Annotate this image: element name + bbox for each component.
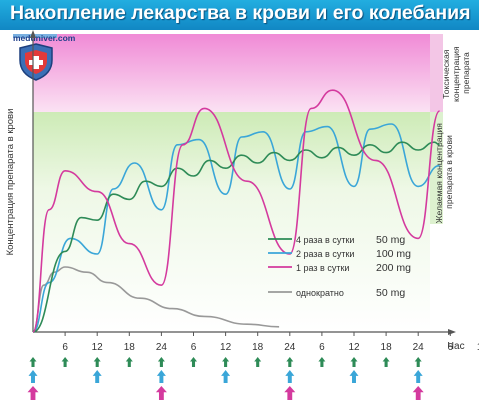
legend-label: 4 раза в сутки [296,235,354,245]
dose-marker-4x-daily [414,357,422,367]
desired-zone-label-line-1: Желаемая концентрация [434,123,444,224]
y-axis-label: Концентрация препарата в крови [5,109,16,256]
dose-marker-2x-daily [28,370,38,383]
x-tick-label: 24 [284,342,296,353]
dose-marker-4x-daily [93,357,101,367]
x-tick-label: 12 [348,342,360,353]
legend-dose: 50 mg [376,234,405,246]
chart-title: Накопление лекарства в крови и его колеб… [10,2,471,24]
x-tick-label: 6 [319,342,325,353]
dose-marker-4x-daily [318,357,326,367]
legend-label: 2 раза в сутки [296,249,354,259]
series-line-4x-daily [32,141,440,333]
toxic-zone-label-line-1: Токсическая [441,49,451,99]
x-tick-label: 12 [477,342,479,353]
desired-zone-label-line-2: препарата в крови [444,135,454,209]
dose-marker-2x-daily [92,370,102,383]
legend-label: 1 раз в сутки [296,263,349,273]
dose-marker-4x-daily [29,357,37,367]
toxic-zone-band [33,34,430,112]
x-tick-label: 12 [220,342,232,353]
dose-marker-1x-daily [412,386,424,400]
logo-cross [29,56,43,69]
dose-marker-2x-daily [221,370,231,383]
x-tick-label: 18 [381,342,393,353]
dose-marker-4x-daily [190,357,197,367]
dose-marker-1x-daily [155,386,167,400]
x-tick-label: 18 [124,342,136,353]
x-tick-label: 6 [62,342,68,353]
dose-marker-4x-daily [350,357,358,367]
dose-marker-4x-daily [382,357,390,367]
legend-dose: 100 mg [376,248,411,260]
dose-marker-4x-daily [157,357,165,367]
dose-marker-1x-daily [284,386,296,400]
dose-marker-2x-daily [349,370,359,383]
series-line-single-dose [32,266,280,333]
toxic-zone-label-line-2: концентрация [451,46,461,102]
series-line-2x-daily [32,123,440,333]
legend-dose: 200 mg [376,262,411,274]
desired-zone-label: Желаемая концентрация препарата в крови [434,121,454,224]
legend: 4 раза в сутки 50 mg 2 раза в сутки 100 mg 1… [268,234,411,299]
dose-marker-1x-daily [27,386,39,400]
title-bar: Накопление лекарства в крови и его колеб… [0,0,479,30]
toxic-zone-label: Токсическая концентрация препарата [441,44,471,102]
x-tick-label: 18 [252,342,264,353]
dose-marker-4x-daily [61,357,69,367]
x-tick-label: 24 [413,342,425,353]
x-tick-label: 12 [92,342,104,353]
toxic-side-band [430,34,443,112]
legend-label: однократно [296,288,344,298]
legend-dose: 50 mg [376,287,405,299]
x-axis-label: Час [447,341,464,352]
dose-marker-2x-daily [156,370,166,383]
desired-side-band [430,112,443,224]
dose-marker-2x-daily [285,370,295,383]
toxic-zone-label-line-3: препарата [461,52,471,94]
dose-marker-4x-daily [254,357,262,367]
x-tick-label: 6 [448,342,454,353]
x-tick-label: 24 [156,342,168,353]
y-axis-arrow [30,30,36,38]
series-line-1x-daily [32,89,441,333]
dose-marker-4x-daily [286,357,294,367]
dose-marker-2x-daily [413,370,423,383]
dose-marker-group [27,357,424,400]
x-tick-label: 6 [191,342,197,353]
series-group [32,89,441,333]
x-axis-arrow [448,329,456,335]
dose-marker-4x-daily [222,357,230,367]
site-url: meduniver.com [13,33,76,43]
x-tick-group: 6 12 18 24 6 12 18 24 6 12 18 24 6 12 [62,332,479,353]
dose-marker-4x-daily [125,357,133,367]
